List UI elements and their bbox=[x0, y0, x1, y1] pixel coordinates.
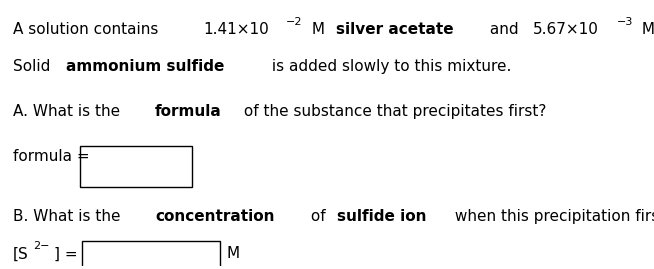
Text: A. What is the: A. What is the bbox=[13, 104, 125, 119]
Text: of: of bbox=[306, 210, 331, 225]
Text: when this precipitation first begins?: when this precipitation first begins? bbox=[451, 210, 654, 225]
FancyBboxPatch shape bbox=[82, 241, 220, 269]
Text: formula =: formula = bbox=[13, 149, 90, 164]
Text: −2: −2 bbox=[286, 17, 303, 27]
Text: M: M bbox=[226, 246, 239, 261]
Text: is added slowly to this mixture.: is added slowly to this mixture. bbox=[267, 59, 511, 74]
Text: ammonium sulfide: ammonium sulfide bbox=[66, 59, 225, 74]
Text: concentration: concentration bbox=[155, 210, 275, 225]
Text: ] =: ] = bbox=[54, 246, 77, 261]
Text: M: M bbox=[637, 22, 654, 37]
Text: 5.67×10: 5.67×10 bbox=[533, 22, 599, 37]
Text: −3: −3 bbox=[617, 17, 633, 27]
Text: of the substance that precipitates first?: of the substance that precipitates first… bbox=[239, 104, 546, 119]
Text: [S: [S bbox=[13, 246, 29, 261]
Text: silver acetate: silver acetate bbox=[336, 22, 453, 37]
Text: Solid: Solid bbox=[13, 59, 55, 74]
Text: A solution contains: A solution contains bbox=[13, 22, 164, 37]
FancyBboxPatch shape bbox=[80, 146, 192, 187]
Text: and: and bbox=[485, 22, 523, 37]
Text: 2−: 2− bbox=[33, 241, 49, 251]
Text: 1.41×10: 1.41×10 bbox=[203, 22, 269, 37]
Text: sulfide ion: sulfide ion bbox=[337, 210, 426, 225]
Text: M: M bbox=[307, 22, 330, 37]
Text: formula: formula bbox=[154, 104, 221, 119]
Text: B. What is the: B. What is the bbox=[13, 210, 126, 225]
